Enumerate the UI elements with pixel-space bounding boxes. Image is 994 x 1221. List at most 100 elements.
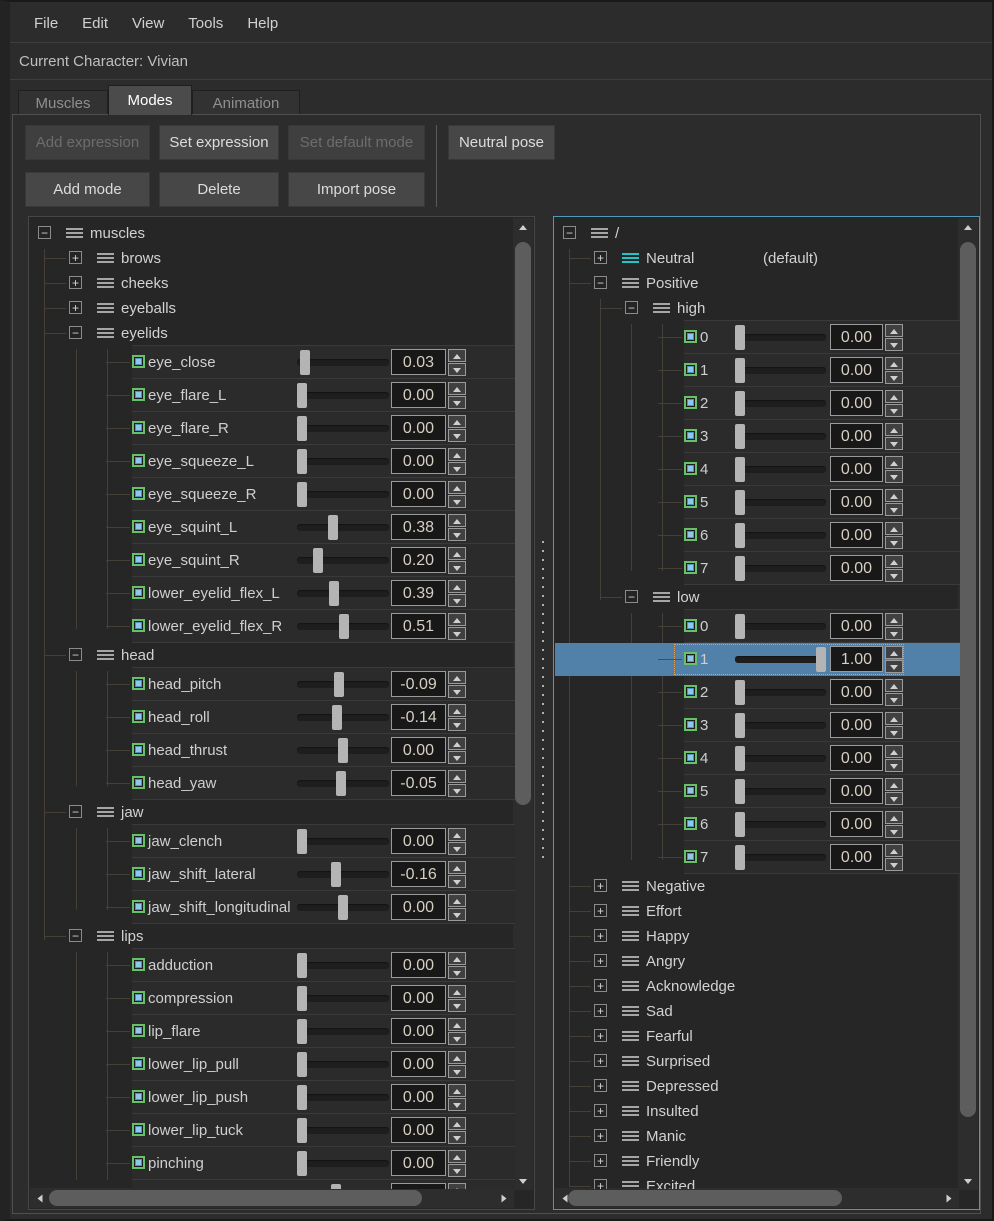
tree-slider-row[interactable]: 7 0.00 [555, 841, 960, 874]
spin-up-button[interactable] [885, 745, 903, 758]
tree-slider-row[interactable]: 0 0.00 [555, 610, 960, 643]
slider-track[interactable] [297, 392, 389, 399]
tree-slider-row[interactable]: 4 0.00 [555, 453, 960, 486]
tree-slider-row[interactable]: pinching 0.00 [30, 1147, 515, 1180]
reorder-handle-icon[interactable] [97, 302, 114, 315]
tree-slider-row[interactable]: head_thrust 0.00 [30, 734, 515, 767]
slider-track[interactable] [297, 871, 389, 878]
spin-down-button[interactable] [885, 660, 903, 673]
tree-group-label[interactable]: Negative [646, 878, 706, 895]
value-spinbox[interactable]: 0.00 [830, 555, 883, 581]
value-spinbox[interactable]: 0.51 [391, 613, 446, 639]
item-checkbox[interactable] [132, 677, 145, 690]
item-checkbox[interactable] [132, 991, 145, 1004]
item-checkbox[interactable] [132, 710, 145, 723]
item-slider[interactable] [297, 1184, 389, 1189]
item-slider[interactable] [297, 548, 389, 573]
item-slider[interactable] [735, 746, 826, 771]
item-checkbox[interactable] [684, 619, 697, 632]
reorder-handle-icon[interactable] [622, 1055, 639, 1068]
value-spinbox[interactable]: 0.00 [830, 324, 883, 350]
spin-up-button[interactable] [448, 580, 466, 593]
value-spinbox[interactable]: 0.00 [391, 1117, 446, 1143]
item-slider[interactable] [735, 457, 826, 482]
tree-slider-row[interactable]: 2 0.00 [555, 387, 960, 420]
slider-handle[interactable] [329, 581, 339, 606]
slider-track[interactable] [735, 788, 826, 795]
slider-handle[interactable] [331, 862, 341, 887]
spin-up-button[interactable] [885, 811, 903, 824]
tab-animation[interactable]: Animation [192, 90, 300, 115]
item-slider[interactable] [735, 812, 826, 837]
tree-expander-plus-icon[interactable]: + [594, 1053, 607, 1067]
slider-track[interactable] [735, 367, 826, 374]
spin-down-button[interactable] [448, 396, 466, 409]
delete-button[interactable]: Delete [159, 172, 279, 207]
item-slider[interactable] [297, 895, 389, 920]
tree-group-row[interactable]: + Negative [555, 874, 960, 899]
item-slider[interactable] [735, 391, 826, 416]
tree-group-row[interactable]: − / [555, 221, 960, 246]
slider-track[interactable] [297, 714, 389, 721]
spin-up-button[interactable] [448, 985, 466, 998]
slider-handle[interactable] [336, 771, 346, 796]
item-checkbox[interactable] [132, 421, 145, 434]
scroll-right-button[interactable] [939, 1189, 959, 1207]
tab-modes[interactable]: Modes [108, 85, 192, 115]
tree-group-row[interactable]: + Insulted [555, 1099, 960, 1124]
slider-track[interactable] [297, 1160, 389, 1167]
tree-group-label[interactable]: jaw [121, 804, 144, 821]
tree-group-row[interactable]: + Manic [555, 1124, 960, 1149]
item-checkbox[interactable] [132, 355, 145, 368]
tree-slider-row[interactable]: eye_squint_R 0.20 [30, 544, 515, 577]
spin-down-button[interactable] [448, 561, 466, 574]
slider-handle[interactable] [297, 986, 307, 1011]
value-spinbox[interactable]: 0.00 [391, 1084, 446, 1110]
spin-down-button[interactable] [448, 966, 466, 979]
spin-down-button[interactable] [885, 437, 903, 450]
item-slider[interactable] [735, 845, 826, 870]
neutral-pose-button[interactable]: Neutral pose [448, 125, 555, 160]
tree-slider-row[interactable]: head_roll -0.14 [30, 701, 515, 734]
reorder-handle-icon[interactable] [622, 905, 639, 918]
value-spinbox[interactable]: 0.00 [391, 894, 446, 920]
horizontal-scrollbar[interactable] [30, 1188, 514, 1208]
tab-muscles[interactable]: Muscles [18, 90, 108, 115]
tree-group-label[interactable]: / [615, 225, 620, 242]
tree-slider-row[interactable]: eye_flare_R 0.00 [30, 412, 515, 445]
spin-up-button[interactable] [448, 1084, 466, 1097]
spin-up-button[interactable] [448, 415, 466, 428]
spin-down-button[interactable] [448, 685, 466, 698]
tree-group-label[interactable]: Acknowledge [646, 978, 736, 995]
value-spinbox[interactable]: 0.00 [391, 1051, 446, 1077]
tree-group-label[interactable]: high [677, 300, 706, 317]
tree-group-row[interactable]: − jaw [30, 800, 515, 825]
spin-down-button[interactable] [448, 1098, 466, 1111]
scroll-thumb[interactable] [568, 1190, 842, 1206]
slider-handle[interactable] [735, 713, 745, 738]
value-spinbox[interactable]: 0.00 [830, 613, 883, 639]
spin-down-button[interactable] [448, 784, 466, 797]
slider-handle[interactable] [297, 1118, 307, 1143]
tree-expander-plus-icon[interactable]: + [594, 953, 607, 967]
slider-handle[interactable] [735, 325, 745, 350]
tree-group-row[interactable]: − low [555, 585, 960, 610]
item-slider[interactable] [735, 424, 826, 449]
tree-expander-plus-icon[interactable]: + [594, 1178, 607, 1189]
item-slider[interactable] [297, 705, 389, 730]
spin-down-button[interactable] [448, 1131, 466, 1144]
tree-expander-minus-icon[interactable]: − [625, 589, 638, 603]
slider-handle[interactable] [735, 845, 745, 870]
tree-expander-minus-icon[interactable]: − [625, 300, 638, 314]
tree-group-row[interactable]: + Sad [555, 999, 960, 1024]
spin-down-button[interactable] [885, 825, 903, 838]
spin-down-button[interactable] [448, 1164, 466, 1177]
set-expression-button[interactable]: Set expression [159, 125, 279, 160]
value-spinbox[interactable]: 0.00 [830, 522, 883, 548]
menu-tools[interactable]: Tools [188, 14, 224, 32]
item-slider[interactable] [735, 523, 826, 548]
slider-handle[interactable] [297, 1052, 307, 1077]
tree-expander-minus-icon[interactable]: − [69, 928, 82, 942]
value-spinbox[interactable]: -0.16 [391, 861, 446, 887]
spin-up-button[interactable] [885, 844, 903, 857]
